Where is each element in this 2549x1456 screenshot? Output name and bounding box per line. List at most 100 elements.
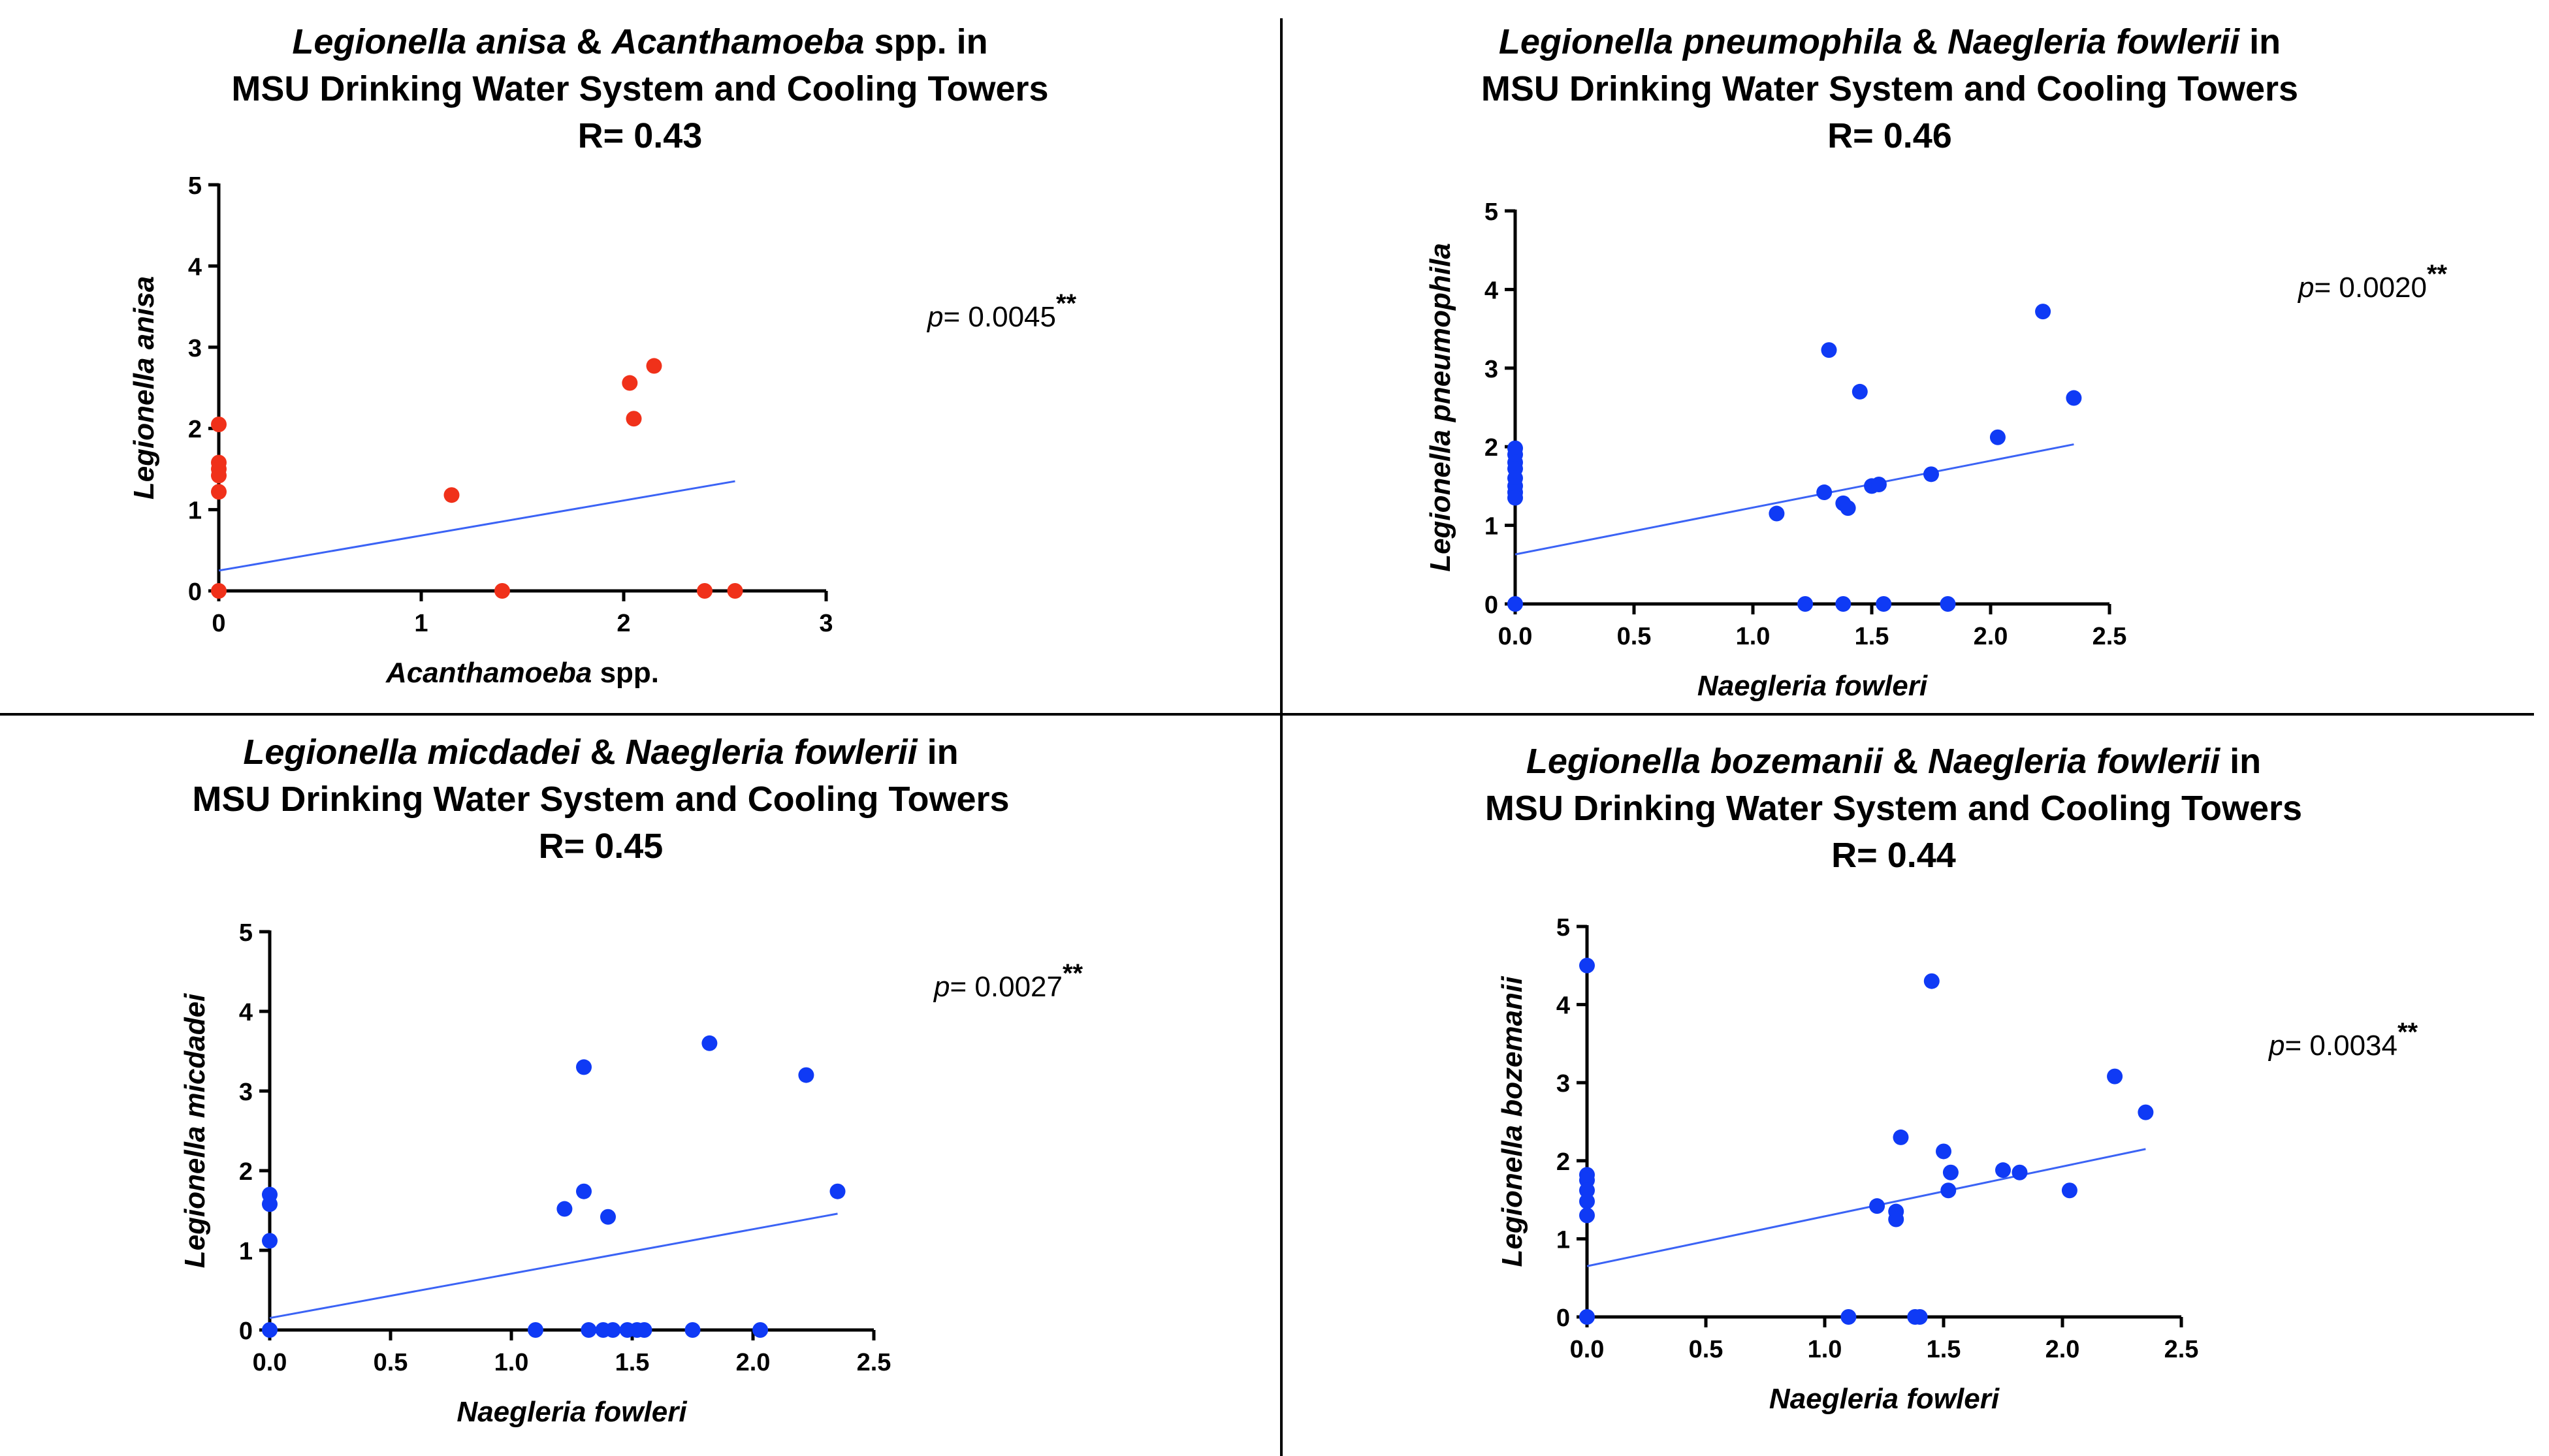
title-suffix: in — [2239, 22, 2281, 61]
p-value-significance: ** — [2427, 260, 2448, 289]
data-point — [697, 583, 713, 599]
data-point — [1840, 500, 1856, 516]
x-tick-label: 2.0 — [736, 1349, 771, 1376]
title-suffix: in — [917, 733, 959, 772]
data-point — [829, 1183, 846, 1199]
title-line-2: MSU Drinking Water System and Cooling To… — [1484, 789, 2303, 828]
data-point — [600, 1209, 616, 1225]
y-tick-label: 5 — [1484, 198, 1498, 226]
title-suffix: in — [2220, 742, 2262, 781]
regression-line — [1515, 443, 2074, 556]
data-point — [1835, 596, 1852, 612]
p-value-symbol: p — [2297, 272, 2314, 304]
x-tick-label: 2 — [617, 610, 630, 637]
data-point — [1852, 383, 1868, 400]
title-ampersand: & — [1882, 742, 1928, 781]
data-point — [262, 1233, 278, 1249]
x-tick-label: 1.0 — [1808, 1336, 1842, 1363]
data-point — [494, 583, 510, 599]
x-tick-label: 2.5 — [857, 1349, 891, 1376]
p-value-number: = 0.0027 — [950, 971, 1063, 1003]
x-axis-label-italic: Naegleria fowleri — [1697, 670, 1928, 702]
x-tick-label: 0.0 — [253, 1349, 287, 1376]
x-tick-label: 2.5 — [2164, 1336, 2199, 1363]
x-tick-label: 1.0 — [494, 1349, 529, 1376]
data-point — [1821, 342, 1837, 358]
y-tick-label: 4 — [239, 999, 253, 1026]
data-point — [1940, 596, 1956, 612]
data-point — [622, 375, 638, 391]
data-point — [752, 1322, 769, 1338]
data-point — [646, 358, 662, 374]
title-suffix: spp. in — [864, 22, 988, 61]
y-tick-label: 1 — [239, 1238, 253, 1265]
x-tick-label: 0.0 — [1570, 1336, 1605, 1363]
x-axis-label: Acanthamoeba spp. — [385, 657, 659, 689]
y-tick-label: 4 — [188, 253, 202, 281]
data-point — [1888, 1211, 1904, 1227]
x-axis-label: Naegleria fowleri — [457, 1396, 687, 1428]
data-point — [556, 1201, 573, 1217]
p-value-number: = 0.0034 — [2284, 1030, 2397, 1062]
x-axis-label-italic: Naegleria fowleri — [457, 1396, 687, 1428]
x-tick-label: 1.0 — [1736, 623, 1771, 650]
title-line-2: MSU Drinking Water System and Cooling To… — [1481, 69, 2299, 108]
data-point — [605, 1322, 621, 1338]
x-axis-label-suffix: spp. — [592, 657, 659, 689]
x-tick-label: 0.5 — [1689, 1336, 1723, 1363]
chart-title: Legionella anisa & Acanthamoeba spp. in … — [0, 18, 1280, 159]
data-point — [1869, 1198, 1885, 1214]
data-point — [262, 1196, 278, 1212]
y-axis-label: Legionella micdadei — [179, 993, 211, 1268]
data-point — [1942, 1164, 1959, 1180]
data-point — [211, 467, 227, 484]
data-point — [262, 1322, 278, 1338]
data-point — [1923, 973, 1940, 989]
x-tick-label: 1.5 — [1927, 1336, 1961, 1363]
x-tick-label: 0.5 — [374, 1349, 408, 1376]
p-value-significance: ** — [2397, 1018, 2418, 1047]
data-point — [1579, 1309, 1595, 1325]
vertical-divider — [1280, 18, 1283, 1456]
regression-line — [269, 1212, 838, 1320]
chart-title: Legionella bozemanii & Naegleria fowleri… — [1260, 738, 2527, 879]
data-point — [2066, 390, 2082, 406]
x-tick-label: 0.0 — [1498, 623, 1533, 650]
title-line-1: Legionella anisa & Acanthamoeba spp. in — [0, 18, 1280, 65]
chart-panel-4: Legionella bozemanii & Naegleria fowleri… — [1283, 716, 2549, 1456]
data-point — [581, 1322, 597, 1338]
y-tick-label: 3 — [1484, 356, 1498, 383]
y-tick-label: 4 — [1484, 277, 1498, 304]
data-point — [727, 583, 743, 599]
title-line-2: MSU Drinking Water System and Cooling To… — [231, 69, 1049, 108]
title-species-2: Naegleria fowlerii — [625, 733, 918, 772]
y-tick-label: 2 — [188, 416, 202, 443]
y-tick-label: 2 — [1484, 434, 1498, 462]
data-point — [1579, 1182, 1595, 1199]
x-tick-label: 1 — [414, 610, 428, 637]
x-tick-label: 2.5 — [2092, 623, 2127, 650]
data-point — [528, 1322, 543, 1338]
data-point — [1579, 957, 1595, 973]
data-point — [1507, 596, 1523, 612]
y-axis-label: Legionella anisa — [128, 276, 160, 499]
scatter-plot: 0 1 2 3 0 1 2 3 4 5 Acanthamoeba spp. Legionella an… — [128, 172, 1077, 689]
y-tick-label: 3 — [239, 1079, 253, 1106]
x-tick-label: 0 — [212, 610, 225, 637]
title-species-1: Legionella anisa — [292, 22, 567, 61]
p-value-label: p= 0.0020** — [2297, 260, 2448, 304]
data-point — [2061, 1182, 2077, 1199]
y-tick-label: 5 — [1556, 914, 1570, 942]
y-tick-label: 0 — [1556, 1305, 1570, 1332]
data-point — [626, 411, 642, 427]
regression-line — [218, 480, 735, 572]
x-tick-label: 3 — [819, 610, 833, 637]
data-point — [2012, 1164, 2028, 1180]
data-point — [211, 583, 227, 599]
data-point — [443, 487, 460, 503]
p-value-label: p= 0.0045** — [926, 289, 1077, 333]
data-point — [211, 484, 227, 500]
title-line-1: Legionella bozemanii & Naegleria fowleri… — [1260, 738, 2527, 785]
title-line-1: Legionella pneumophila & Naegleria fowle… — [1257, 18, 2523, 65]
data-point — [1989, 429, 2006, 445]
